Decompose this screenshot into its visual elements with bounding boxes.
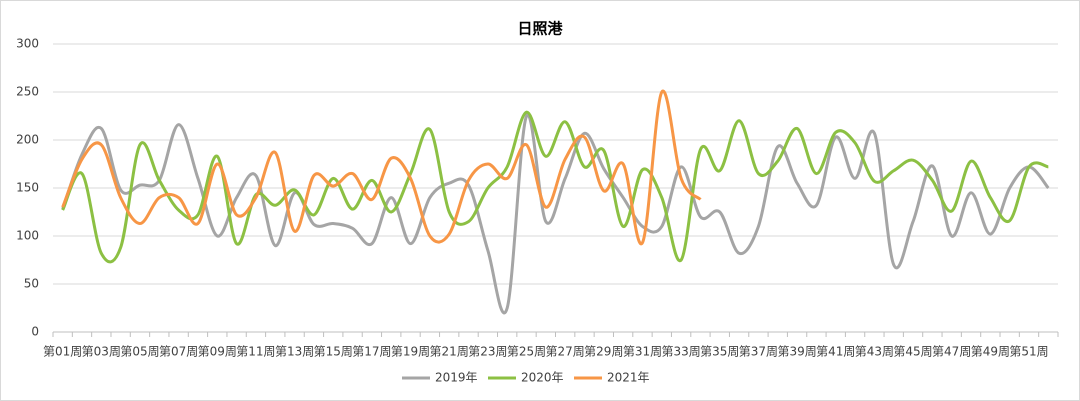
series-line [61, 89, 702, 246]
x-tick-label: 第31周 [623, 345, 662, 359]
y-tick-label: 100 [16, 229, 39, 243]
x-tick-label: 第29周 [584, 345, 623, 359]
x-tick-label: 第01周 [43, 345, 82, 359]
x-tick-label: 第25周 [507, 345, 546, 359]
x-tick-label: 第47周 [932, 345, 971, 359]
x-tick-label: 第21周 [430, 345, 469, 359]
x-tick-label: 第07周 [159, 345, 198, 359]
x-tick-label: 第35周 [700, 345, 739, 359]
x-tick-label: 第49周 [971, 345, 1010, 359]
y-tick-label: 50 [24, 277, 39, 291]
y-tick-label: 150 [16, 181, 39, 195]
x-tick-label: 第39周 [777, 345, 816, 359]
x-tick-label: 第27周 [546, 345, 585, 359]
legend-label: 2020年 [521, 371, 564, 385]
chart-title: 日照港 [517, 20, 563, 38]
x-tick-label: 第13周 [275, 345, 314, 359]
x-tick-label: 第51周 [1009, 345, 1048, 359]
y-tick-label: 300 [16, 37, 39, 51]
x-tick-label: 第05周 [120, 345, 159, 359]
x-tick-label: 第45周 [893, 345, 932, 359]
series-line [61, 113, 1050, 315]
x-tick-label: 第33周 [661, 345, 700, 359]
x-tick-label: 第11周 [236, 345, 275, 359]
x-tick-label: 第19周 [391, 345, 430, 359]
y-tick-label: 200 [16, 133, 39, 147]
x-tick-label: 第15周 [314, 345, 353, 359]
x-tick-label: 第23周 [468, 345, 507, 359]
series-line [61, 110, 1049, 264]
x-tick-label: 第37周 [739, 345, 778, 359]
legend-label: 2019年 [435, 371, 478, 385]
x-tick-label: 第03周 [82, 345, 121, 359]
legend-label: 2021年 [607, 371, 650, 385]
x-tick-label: 第41周 [816, 345, 855, 359]
x-tick-label: 第17周 [352, 345, 391, 359]
y-tick-label: 0 [31, 325, 39, 339]
x-tick-label: 第43周 [855, 345, 894, 359]
y-tick-label: 250 [16, 85, 39, 99]
x-tick-label: 第09周 [198, 345, 237, 359]
